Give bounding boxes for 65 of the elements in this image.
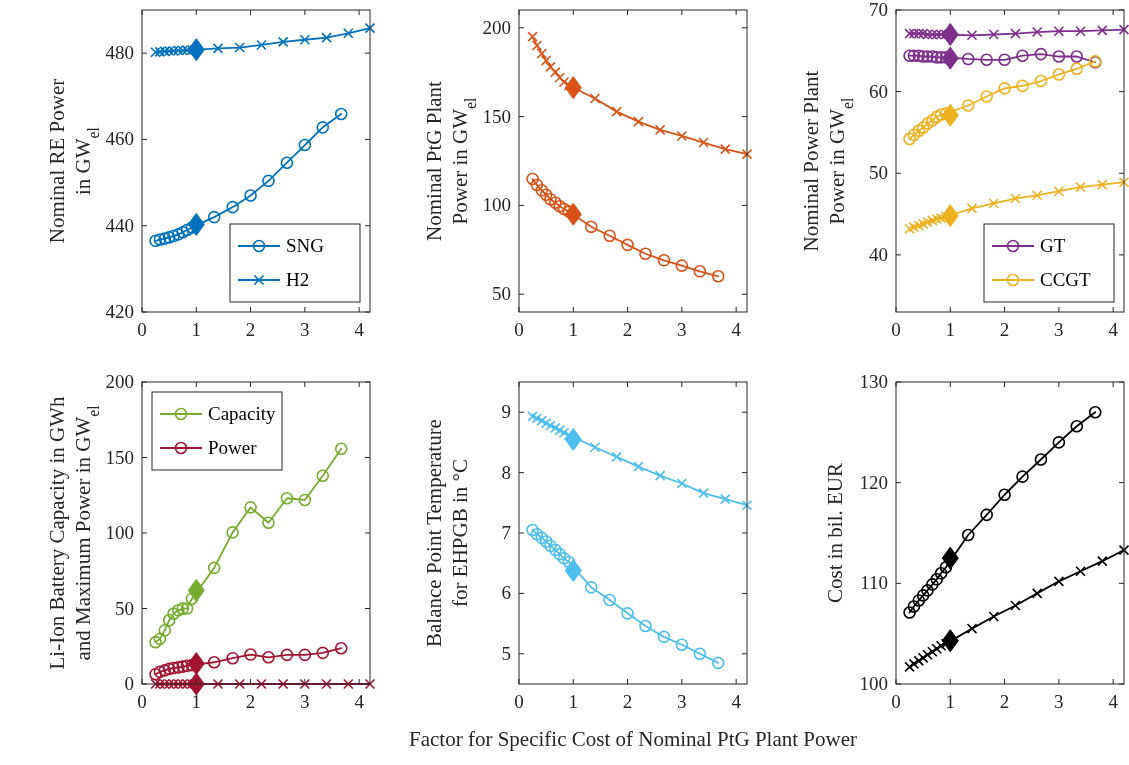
y-tick-label: 70	[869, 0, 888, 20]
y-tick-label: 7	[501, 522, 511, 543]
y-tick-label: 110	[860, 572, 888, 594]
x-tick-label: 2	[245, 319, 256, 340]
y-tick-label: 480	[105, 42, 134, 64]
x-tick-label: 0	[514, 691, 524, 712]
x-tick-label: 0	[137, 691, 147, 712]
x-tick-label: 3	[677, 319, 687, 340]
y-tick-label: 460	[105, 128, 134, 150]
x-tick-label: 0	[137, 319, 147, 340]
x-tick-label: 1	[945, 319, 956, 340]
x-tick-label: 1	[945, 691, 956, 712]
y-tick-label: 100	[105, 522, 134, 543]
x-tick-label: 2	[245, 691, 256, 712]
y-tick-label: 150	[482, 105, 511, 127]
x-tick-label: 4	[1108, 319, 1119, 340]
y-tick-label: 0	[124, 673, 134, 694]
y-axis-title: Balance Point Temperature for EHPGB in °C	[422, 419, 472, 647]
legend-label: SNG	[286, 235, 325, 256]
x-tick-label: 0	[891, 319, 901, 340]
x-tick-label: 3	[300, 691, 310, 712]
legend-label: H2	[286, 269, 310, 290]
x-tick-label: 3	[1054, 319, 1064, 340]
y-tick-label: 420	[105, 301, 134, 322]
legend-label: GT	[1040, 235, 1066, 256]
x-tick-label: 1	[191, 319, 202, 340]
y-tick-label: 50	[869, 162, 888, 184]
x-tick-label: 0	[891, 691, 901, 712]
y-tick-label: 150	[105, 446, 134, 468]
x-tick-label: 1	[568, 691, 579, 712]
x-tick-label: 4	[354, 691, 365, 712]
y-tick-label: 6	[501, 582, 511, 604]
y-tick-label: 100	[859, 673, 888, 694]
x-tick-label: 2	[999, 691, 1010, 712]
y-tick-label: 40	[869, 243, 888, 265]
x-axis-title: Factor for Specific Cost of Nominal PtG Plant Power	[409, 727, 857, 751]
y-tick-label: 200	[482, 16, 511, 38]
x-tick-label: 2	[999, 319, 1010, 340]
y-tick-label: 8	[501, 461, 511, 483]
legend-label: Power	[208, 437, 258, 458]
y-tick-label: 9	[501, 401, 511, 423]
y-tick-label: 440	[105, 214, 134, 236]
y-tick-label: 100	[482, 194, 511, 216]
x-tick-label: 3	[677, 691, 687, 712]
x-tick-label: 2	[622, 691, 633, 712]
y-tick-label: 50	[115, 597, 134, 619]
y-tick-label: 50	[492, 283, 511, 305]
x-tick-label: 0	[514, 319, 524, 340]
y-tick-label: 60	[869, 80, 888, 102]
x-tick-label: 4	[1108, 691, 1119, 712]
x-tick-label: 4	[354, 319, 365, 340]
x-tick-label: 1	[191, 691, 202, 712]
legend-label: CCGT	[1040, 269, 1092, 290]
x-tick-label: 4	[731, 691, 742, 712]
x-tick-label: 2	[622, 319, 633, 340]
y-axis-title: Cost in bil. EUR	[823, 462, 847, 604]
x-tick-label: 3	[1054, 691, 1064, 712]
x-tick-label: 4	[731, 319, 742, 340]
x-tick-label: 3	[300, 319, 310, 340]
x-tick-label: 1	[568, 319, 579, 340]
y-tick-label: 5	[501, 642, 511, 664]
legend-label: Capacity	[208, 403, 277, 424]
y-tick-label: 130	[859, 371, 888, 392]
y-tick-label: 200	[105, 371, 134, 392]
y-tick-label: 120	[859, 471, 888, 493]
